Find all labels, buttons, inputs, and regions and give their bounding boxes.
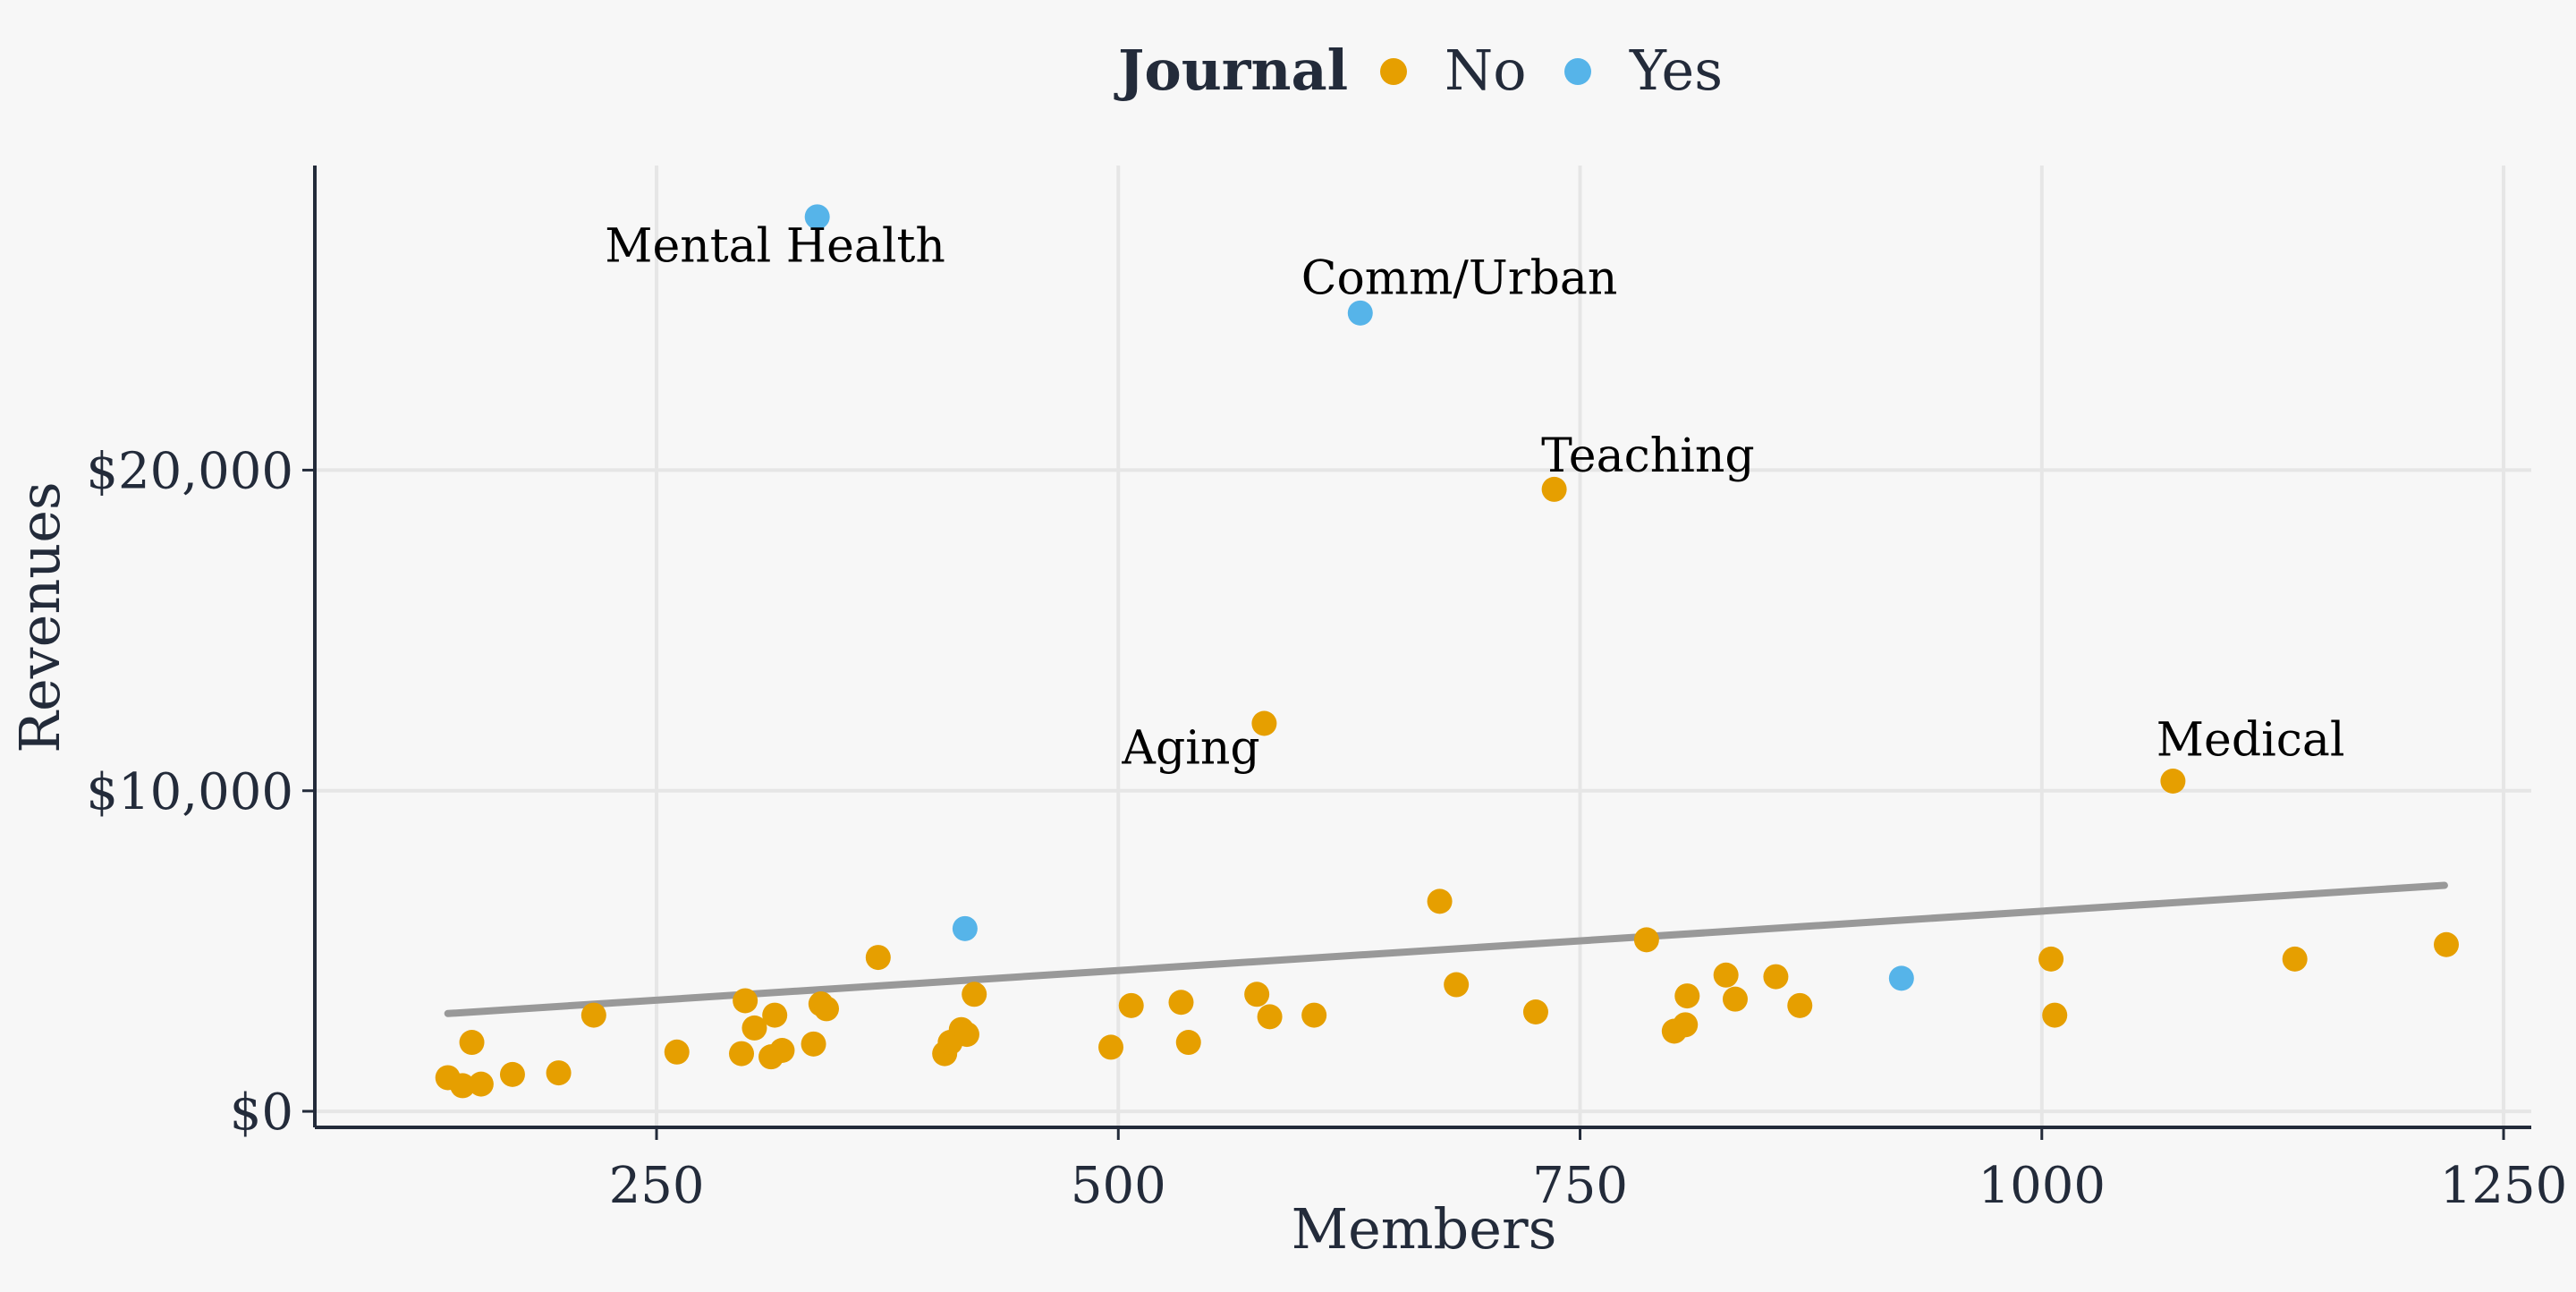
data-point-no [762,1002,788,1028]
trend-line [444,881,2448,1017]
data-point-no [1301,1002,1327,1028]
data-point-no [2042,1002,2068,1028]
data-point-no [1522,999,1548,1024]
data-point-no [1427,888,1453,914]
x-tick-label: 250 [609,1157,705,1215]
legend-swatch-no [1380,58,1407,85]
data-point-no [1257,1004,1283,1030]
legend-swatch-yes [1564,58,1591,85]
y-axis-title: Revenues [7,481,72,752]
y-tick-label: $20,000 [86,442,293,500]
data-point-no [801,1031,826,1057]
data-point-no [733,988,758,1014]
data-point-no [546,1060,572,1086]
data-point-no [1444,972,1470,998]
data-point-no [2434,931,2460,957]
x-tick-label: 500 [1071,1157,1166,1215]
data-point-no [769,1038,795,1063]
data-point-no [1118,992,1144,1018]
legend: Journal No Yes [1114,38,1723,103]
data-point-no [580,1002,606,1028]
data-point-yes [952,915,978,941]
data-point-yes [804,204,830,230]
x-tick-label: 750 [1532,1157,1628,1215]
data-point-no [459,1030,485,1056]
trend-layer [444,881,2448,1017]
legend-title: Journal [1114,38,1348,103]
x-tick-label: 1000 [1979,1157,2106,1215]
data-point-no [1098,1034,1124,1060]
data-point-no [1673,1012,1699,1038]
data-point-no [1763,964,1789,990]
x-axis-title: Members [1292,1196,1557,1262]
data-point-yes [1347,300,1373,326]
point-annotation: Mental Health [605,220,945,274]
legend-label-yes: Yes [1629,38,1723,103]
data-point-no [1787,992,1813,1018]
data-point-no [1541,476,1567,502]
point-annotation: Medical [2157,713,2345,767]
data-point-no [1168,990,1194,1016]
x-tick-label: 1250 [2440,1157,2568,1215]
point-annotation: Comm/Urban [1301,251,1618,305]
data-point-no [1175,1030,1201,1056]
data-point-no [1722,986,1748,1012]
axis-layer: 250 500 750 1000 1250 $0 $10,000 $20,000 [86,166,2567,1215]
data-point-no [468,1071,494,1097]
data-point-no [1713,962,1739,988]
data-point-no [729,1041,755,1067]
legend-label-no: No [1445,38,1527,103]
grid-layer [315,166,2531,1127]
data-point-yes [1888,965,1914,991]
points-layer [435,204,2460,1099]
data-point-no [2038,946,2064,972]
point-annotation: Aging [1121,721,1259,775]
data-point-no [1251,710,1277,736]
data-point-no [953,1022,979,1048]
annotation-layer: Mental Health Comm/Urban Teaching Aging Medi… [605,220,2344,776]
data-point-no [2160,769,2186,794]
data-point-no [450,1073,476,1099]
y-tick-label: $10,000 [86,763,293,821]
data-point-no [865,945,891,971]
data-point-no [741,1015,767,1041]
point-annotation: Teaching [1541,429,1754,483]
data-point-no [1633,927,1659,953]
data-point-no [962,982,987,1007]
data-point-no [2282,946,2308,972]
y-tick-label: $0 [230,1084,293,1142]
data-point-no [1674,983,1700,1009]
data-point-no [1244,982,1270,1007]
data-point-no [664,1039,690,1065]
data-point-no [814,996,840,1022]
data-point-no [499,1061,525,1087]
